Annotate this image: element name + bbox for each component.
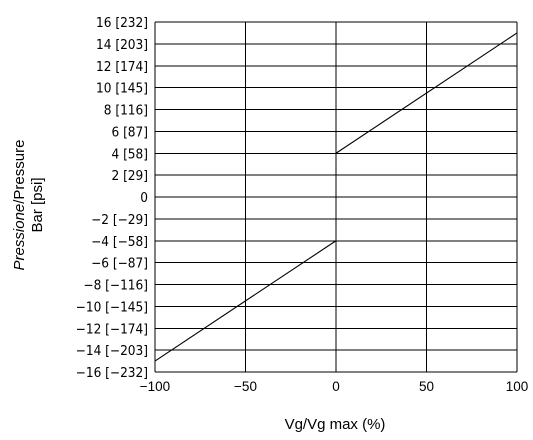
- y-tick-label: 14 [203]: [96, 37, 148, 53]
- series-layer: [154, 32, 518, 362]
- y-axis-label-italic: Pressione: [11, 204, 28, 271]
- y-tick-label: 8 [116]: [104, 103, 148, 119]
- x-axis-label: Vg/Vg max (%): [285, 416, 386, 433]
- y-axis-label-separator: /: [11, 199, 28, 204]
- y-tick-label: 0: [140, 190, 148, 206]
- y-tick-label: −2 [−29]: [91, 212, 148, 228]
- y-tick-label: −16 [−232]: [76, 365, 148, 381]
- grid-layer: [154, 21, 518, 373]
- y-tick-label: −12 [−174]: [76, 321, 148, 337]
- x-tick-labels: −100 −50 0 50 100: [140, 379, 528, 394]
- y-tick-label: −8 [−116]: [83, 278, 148, 294]
- y-axis-label-regular: Pressure: [11, 140, 28, 200]
- series-line-2: [154, 240, 337, 362]
- y-tick-label: 10 [145]: [96, 81, 148, 97]
- y-tick-label: 6 [87]: [111, 124, 148, 140]
- series-line-1: [335, 32, 518, 154]
- y-tick-label: 2 [29]: [111, 168, 148, 184]
- x-tick-label: 50: [419, 379, 434, 394]
- x-tick-label: 100: [506, 379, 529, 394]
- y-tick-label: 16 [232]: [96, 15, 148, 31]
- svg-text:Pressione/Pressure: Pressione/Pressure: [11, 140, 28, 271]
- y-tick-labels: 16 [232] 14 [203] 12 [174] 10 [145] 8 [116] 6…: [76, 15, 148, 381]
- y-tick-label: −6 [−87]: [91, 256, 148, 272]
- y-tick-label: 12 [174]: [96, 59, 148, 75]
- x-tick-label: −100: [140, 379, 170, 394]
- x-tick-label: −50: [234, 379, 257, 394]
- y-axis-label-units: Bar [psi]: [29, 177, 46, 232]
- y-tick-label: −14 [−203]: [76, 343, 148, 359]
- y-tick-label: −10 [−145]: [76, 299, 148, 315]
- y-tick-label: 4 [58]: [111, 146, 148, 162]
- x-tick-label: 0: [332, 379, 340, 394]
- y-tick-label: −4 [−58]: [91, 234, 148, 250]
- y-axis-label: Pressione/Pressure Bar [psi]: [11, 140, 46, 271]
